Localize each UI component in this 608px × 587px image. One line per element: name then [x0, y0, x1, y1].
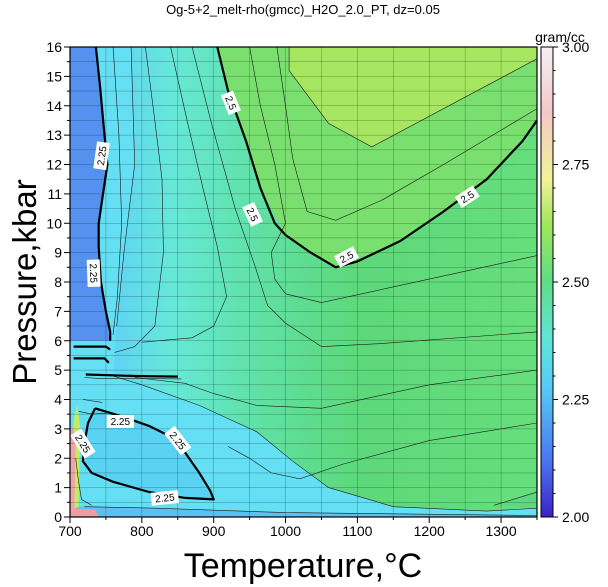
contour-label-text: 2.25 [96, 145, 110, 166]
field-green-mid [217, 47, 537, 268]
major-contour-2-25 [94, 47, 112, 341]
colorbar-ticks: 2.00 2.25 2.50 2.75 3.00 [553, 39, 589, 525]
major-contour-2-25 [73, 345, 111, 351]
contour-label-bg [86, 259, 101, 288]
colorbar-gradient [540, 46, 554, 518]
minor-contour [75, 458, 92, 506]
minor-contour [116, 47, 136, 327]
contour-label-bg [70, 428, 96, 459]
y-tick-label: 5 [54, 362, 62, 378]
contour-labels: 2.52.52.52.52.252.252.252.25 2.252.25 [70, 90, 480, 506]
contour-label: 2.25 [93, 141, 110, 171]
contour-label-text: 2.5 [244, 206, 260, 224]
colorbar-tick-label: 2.75 [562, 157, 589, 173]
colorbar-tick-label: 2.25 [562, 392, 589, 408]
y-tick-label: 6 [54, 333, 62, 349]
contour-label: 2.25 [106, 415, 134, 428]
y-tick-label: 8 [54, 274, 62, 290]
colorbar-tick-label: 3.00 [562, 39, 589, 55]
field-lower-right-green [493, 492, 537, 509]
major-contour-2-5 [216, 47, 537, 269]
x-tick-label: 1300 [485, 523, 516, 539]
minor-contour [134, 369, 537, 409]
contour-label-bg [242, 201, 263, 227]
y-tick-label: 12 [46, 157, 62, 173]
minor-contour [113, 375, 537, 512]
colorbar-tick-label: 2.00 [562, 509, 589, 525]
minor-contour [84, 506, 537, 516]
y-tick-label: 13 [46, 127, 62, 143]
y-tick-label: 0 [54, 509, 62, 525]
contour-label-text: 2.25 [111, 417, 131, 428]
minor-contour [249, 47, 286, 224]
x-tick-label: 1000 [270, 523, 301, 539]
x-tick-label: 1100 [342, 523, 372, 539]
x-tick-label: 800 [130, 523, 154, 539]
minor-contours [75, 47, 537, 516]
field-bottom-pink [70, 508, 99, 517]
minor-contour [191, 47, 537, 347]
contour-label: 2.25 [86, 259, 101, 288]
minor-contour [82, 399, 103, 403]
contour-label-bg [454, 185, 480, 209]
contour-label: 2.25 [150, 490, 180, 506]
minor-contour [276, 47, 537, 221]
contour-label-bg [150, 490, 180, 506]
y-tick-label: 4 [54, 392, 62, 408]
contour-label-bg [220, 90, 241, 116]
major-contours [73, 47, 537, 501]
grid-lines [70, 47, 537, 517]
y-tick-label: 10 [46, 215, 62, 231]
colorbar-unit: gram/cc [535, 29, 585, 45]
x-tick-label: 1200 [414, 523, 445, 539]
field-left-edge-pink [70, 425, 76, 517]
contour-label-bg [93, 141, 110, 171]
contour-label-text: 2.25 [87, 263, 99, 283]
minor-contour [114, 47, 164, 353]
y-tick-label: 2 [54, 450, 62, 466]
y-tick-label: 9 [54, 245, 62, 261]
y-tick-label: 3 [54, 421, 62, 437]
contour-label-bg [164, 425, 192, 456]
x-tick-label: 700 [58, 523, 82, 539]
chart-title: Og-5+2_melt-rho(gmcc)_H2O_2.0_PT, dz=0.0… [166, 2, 440, 17]
x-axis-title: Temperature,°C [184, 547, 422, 585]
y-tick-label: 11 [47, 186, 62, 202]
x-axis-ticks: 700 800 900 1000 1100 1200 1300 [58, 517, 538, 539]
contour-label: 2.5 [220, 90, 241, 116]
colorbar-tick-label: 2.50 [562, 274, 589, 290]
y-tick-label: 15 [46, 68, 62, 84]
major-contour-2-25 [73, 357, 110, 364]
minor-contour [141, 47, 227, 343]
contour-label-bg [106, 415, 134, 428]
minor-contour [493, 491, 537, 506]
minor-contour [112, 47, 123, 335]
field-upper-light-green [289, 47, 537, 147]
contour-label-text: 2.25 [155, 492, 176, 505]
colorbar: gram/cc 2.00 2.25 2.50 2.75 3.00 [535, 29, 589, 525]
y-tick-label: 14 [46, 98, 62, 114]
minor-contour [288, 47, 537, 148]
minor-contour [227, 422, 537, 480]
field-low-cyan [82, 408, 214, 500]
minor-contour [270, 223, 537, 303]
contour-label-text: 2.5 [222, 95, 238, 112]
contour-label: 2.5 [242, 201, 263, 227]
y-axis-title: Pressure,kbar [6, 179, 43, 384]
minor-contour [84, 377, 182, 380]
y-tick-label: 1 [54, 480, 62, 496]
contour-label-bg [334, 246, 360, 268]
y-tick-label: 7 [54, 303, 62, 319]
major-contour-2-25 [85, 373, 178, 378]
x-tick-label: 900 [202, 523, 226, 539]
y-tick-label: 16 [46, 39, 62, 55]
